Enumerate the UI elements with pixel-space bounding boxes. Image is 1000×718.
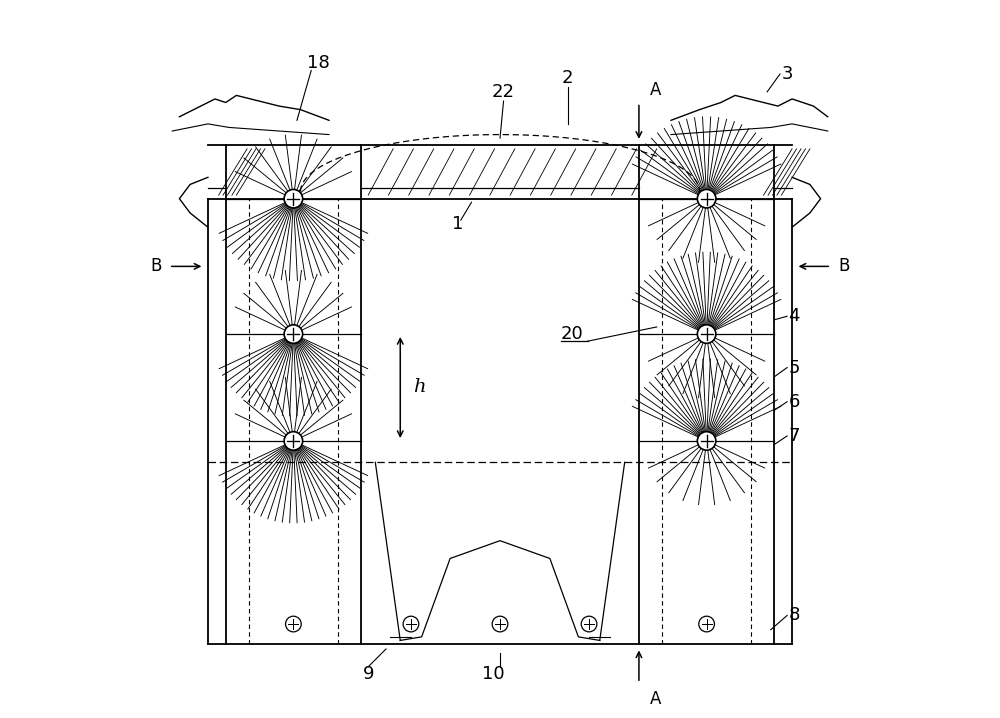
Text: 7: 7 [789,427,800,445]
Text: 2: 2 [562,69,573,87]
Circle shape [697,190,716,208]
Text: B: B [838,257,850,276]
Text: 9: 9 [362,665,374,683]
Circle shape [284,325,303,343]
Circle shape [286,616,301,632]
Circle shape [492,616,508,632]
Text: 10: 10 [482,665,504,683]
Circle shape [403,616,419,632]
Text: 22: 22 [492,83,515,101]
Text: 4: 4 [789,307,800,325]
Circle shape [581,616,597,632]
Circle shape [699,616,714,632]
Circle shape [284,190,303,208]
Text: 1: 1 [452,215,463,233]
Text: h: h [413,378,426,396]
Circle shape [697,432,716,450]
Text: A: A [650,690,661,708]
Text: A: A [650,81,661,99]
Text: 18: 18 [307,55,330,73]
Text: 8: 8 [789,607,800,625]
Text: 6: 6 [789,393,800,411]
Text: B: B [150,257,162,276]
Text: 20: 20 [561,325,583,343]
Circle shape [284,432,303,450]
Circle shape [697,325,716,343]
Text: 3: 3 [781,65,793,83]
Text: 5: 5 [789,358,800,376]
